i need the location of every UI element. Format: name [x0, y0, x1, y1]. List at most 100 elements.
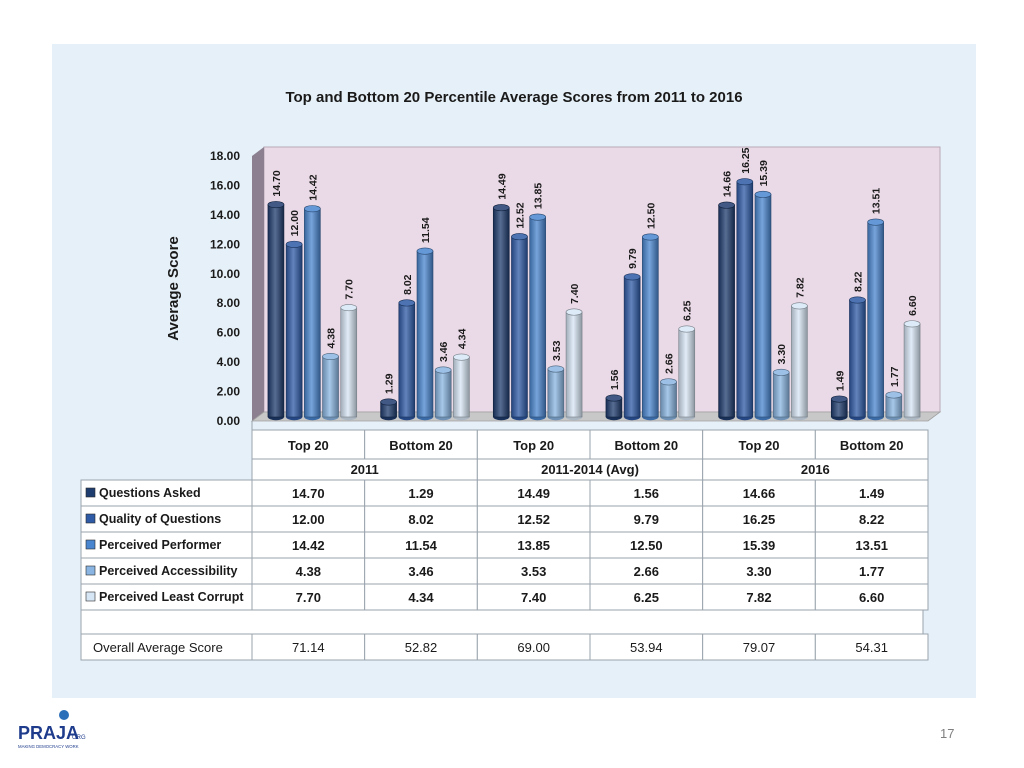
group-label: 2011: [351, 462, 379, 477]
table-value: 12.52: [517, 512, 550, 527]
table-cell: [702, 479, 816, 507]
legend-swatch: [85, 565, 96, 576]
data-label: 3.53: [551, 340, 563, 361]
x-tick-label: Bottom 20: [389, 438, 453, 453]
bar-body: [285, 244, 303, 418]
bar: [754, 190, 772, 421]
y-tick-label: 18.00: [210, 149, 240, 163]
table-value: 1.77: [859, 564, 884, 579]
table-value: 4.38: [296, 564, 321, 579]
bar-top: [529, 213, 546, 221]
table-cell: [364, 583, 478, 611]
group-label: 2016: [801, 462, 830, 477]
table-cell: [589, 583, 704, 611]
table-cell: [702, 557, 816, 585]
y-tick-label: 0.00: [217, 414, 241, 428]
bar: [398, 299, 416, 421]
x-tick-label: Bottom 20: [840, 438, 904, 453]
bar-top: [718, 201, 735, 209]
bar-top: [322, 353, 339, 361]
table-cell: [364, 505, 478, 533]
legend-cell: [80, 505, 253, 533]
y-tick-label: 12.00: [210, 237, 240, 251]
overall-cell: [589, 633, 704, 661]
bar-top: [830, 395, 848, 403]
table-value: 14.66: [743, 486, 776, 501]
overall-cell: [364, 633, 478, 661]
overall-value: 79.07: [743, 640, 776, 655]
data-label: 1.77: [889, 366, 901, 387]
bar-chart: Top and Bottom 20 Percentile Average Sco…: [80, 89, 942, 661]
table-value: 1.29: [408, 486, 433, 501]
legend-swatch: [85, 539, 96, 550]
table-cell: [702, 531, 816, 559]
bar: [772, 368, 790, 421]
table-category-cell: [364, 429, 478, 460]
table-value: 13.85: [517, 538, 550, 553]
table-cell: [814, 531, 929, 559]
y-tick-label: 4.00: [217, 355, 241, 369]
bar: [849, 296, 866, 421]
data-label: 7.82: [794, 277, 806, 298]
bar-top: [453, 353, 470, 361]
overall-value: 54.31: [855, 640, 888, 655]
data-label: 2.66: [664, 353, 676, 374]
data-label: 11.54: [420, 217, 432, 243]
y-axis-label: Average Score: [165, 236, 182, 341]
table-value: 6.25: [634, 590, 659, 605]
bar: [416, 247, 434, 421]
x-tick-label: Bottom 20: [615, 438, 679, 453]
data-label: 3.46: [438, 341, 450, 362]
y-tick-label: 16.00: [210, 178, 240, 192]
legend-cell: [80, 531, 253, 559]
table-value: 7.82: [746, 590, 771, 605]
chart-panel: Top and Bottom 20 Percentile Average Sco…: [52, 44, 976, 698]
legend-label: Quality of Questions: [99, 512, 221, 526]
data-label: 1.29: [384, 373, 396, 394]
bar-body: [304, 208, 321, 418]
bar-top: [849, 296, 866, 304]
y-tick-label: 2.00: [217, 385, 241, 399]
bar: [830, 395, 848, 421]
bar-top: [867, 218, 884, 226]
bar: [605, 394, 623, 421]
bar: [453, 353, 470, 421]
data-label: 6.60: [907, 295, 919, 316]
bar-body: [772, 372, 790, 418]
page-number: 17: [940, 726, 955, 741]
bar: [285, 240, 303, 421]
table-value: 7.40: [521, 590, 546, 605]
bar-top: [605, 394, 623, 402]
bar-body: [660, 381, 677, 418]
table-cell: [814, 505, 929, 533]
bar-body: [736, 181, 754, 418]
overall-cell: [251, 633, 366, 661]
bar-top: [511, 233, 528, 241]
data-label: 4.34: [456, 329, 468, 350]
table-value: 3.30: [746, 564, 771, 579]
bar: [340, 304, 358, 421]
bar-body: [453, 356, 470, 418]
overall-cell: [476, 633, 591, 661]
bar-body: [529, 216, 546, 418]
data-label: 14.70: [271, 170, 283, 196]
chart-title: Top and Bottom 20 Percentile Average Sco…: [285, 89, 742, 106]
overall-cell: [702, 633, 816, 661]
bar-body: [511, 236, 528, 418]
bar: [529, 213, 546, 421]
bar-body: [398, 302, 416, 418]
table-category-cell: [702, 429, 816, 460]
x-tick-label: Top 20: [288, 438, 329, 453]
table-value: 1.56: [634, 486, 659, 501]
overall-value: 71.14: [292, 640, 325, 655]
table-value: 8.02: [408, 512, 433, 527]
data-label: 12.52: [514, 202, 526, 228]
table-value: 6.60: [859, 590, 884, 605]
table-value: 12.50: [630, 538, 663, 553]
bar-top: [547, 365, 565, 373]
table-category-cell: [589, 429, 704, 460]
data-label: 14.49: [496, 173, 508, 199]
data-label: 12.50: [645, 203, 657, 229]
data-label: 14.66: [722, 171, 734, 197]
table-value: 14.42: [292, 538, 325, 553]
